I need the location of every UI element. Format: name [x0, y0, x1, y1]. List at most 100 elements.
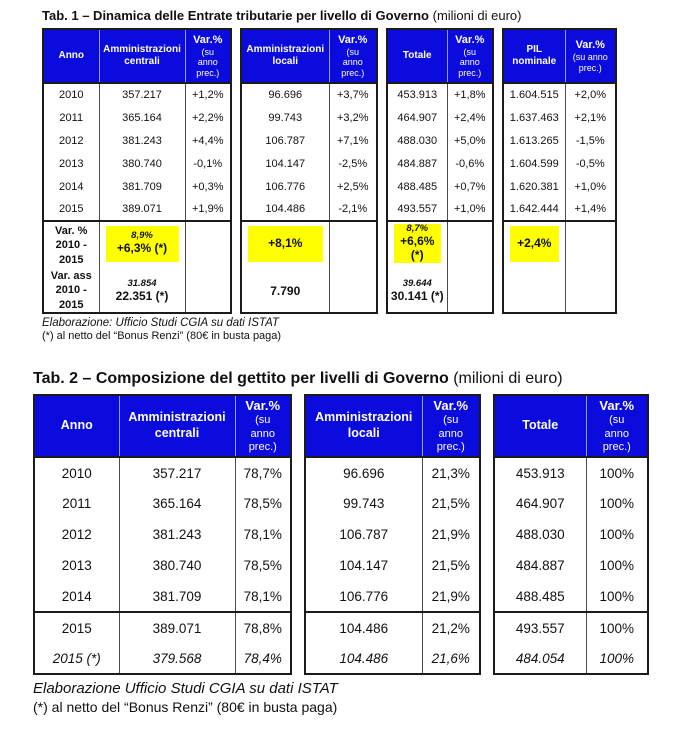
table-cell-var_p: +1,4%	[564, 198, 616, 221]
table-row: 1.637.463 +2,1%	[503, 106, 616, 129]
var-sublabel: (su anno prec.)	[602, 414, 631, 453]
table-cell-centrali: 389.071	[118, 611, 235, 643]
summary-main-value: 30.141 (*)	[390, 289, 444, 303]
highlight-block: +8,1%	[248, 225, 323, 262]
table-cell-locali: 106.787	[339, 527, 389, 542]
table-row: 2014 381.709 +0,3%	[43, 175, 231, 198]
table-row: 1.642.444 +1,4%	[503, 198, 616, 221]
table-cell-anno: 2012	[61, 527, 92, 542]
table-cell-pil: 1.604.515	[509, 89, 559, 101]
table-cell-var_t: +5,0%	[446, 129, 493, 152]
empty-cell	[328, 269, 377, 313]
table-cell-centrali: 357.217	[98, 83, 185, 106]
table-cell-centrali: 379.568	[118, 643, 235, 674]
table-cell-centrali: 365.164	[98, 106, 185, 129]
summary-main-value: +2,4%	[517, 235, 552, 250]
highlight-block: +2,4%	[510, 225, 559, 262]
table1-header-row: Amministrazioni locali Var.% (su anno pr…	[241, 29, 377, 84]
t2-header-var-centrali: Var.% (su anno prec.)	[234, 395, 291, 458]
table-row: 484.887 100%	[494, 550, 648, 581]
t1-centrali-rows: 2010 357.217 +1,2% 2011 365.164 +2,2% 2012 381.…	[43, 83, 231, 221]
table-cell-pct_c: 78,8%	[234, 611, 291, 643]
stacked-values: 31.854 22.351 (*)	[102, 278, 183, 304]
t1-header-amministrazioni-centrali: Amministrazioni centrali	[98, 29, 185, 84]
table-row: 106.776 21,9%	[305, 581, 480, 612]
table-row: 464.907 +2,4%	[387, 106, 493, 129]
empty-cell	[328, 220, 377, 269]
table-cell-var_c: -0,1%	[184, 152, 231, 175]
table-cell-totale: 488.030	[397, 134, 438, 147]
summary-ass-row: 7.790	[241, 269, 377, 313]
table-row: 453.913 100%	[494, 457, 648, 488]
table-row: 488.030 100%	[494, 519, 648, 550]
table2-group-centrali: Anno Amministrazioni centrali Var.% (su …	[33, 394, 292, 675]
table-row: 2010 357.217 +1,2%	[43, 83, 231, 106]
table1-group-pil: PIL nominale Var.% (su anno prec.) 1.604…	[502, 28, 617, 314]
t1-locali-rows: 96.696 +3,7% 99.743 +3,2% 106.787 +7,1% 104.14…	[241, 83, 377, 221]
table-cell-locali: 99.743	[268, 111, 303, 124]
summary-main-value: +6,3% (*)	[116, 241, 168, 256]
var-label: Var.%	[338, 33, 368, 46]
table-row: 104.486 -2,1%	[241, 198, 377, 221]
table-row: 488.485 100%	[494, 581, 648, 612]
var-label: Var.%	[193, 33, 223, 46]
summary-main-value: +8,1%	[268, 235, 303, 250]
t1-header-totale: Totale	[387, 29, 447, 84]
table-cell-locali: 99.743	[343, 496, 385, 511]
table-cell-locali: 96.696	[268, 89, 303, 101]
table-cell-var_t: +1,8%	[446, 83, 493, 106]
t1-totale-summary: 8,7% +6,6% (*) 39.644 30.141 (*)	[387, 220, 493, 313]
table-row: 2010 357.217 78,7%	[34, 457, 291, 488]
highlight-block: 8,7% +6,6% (*)	[394, 223, 441, 263]
t1-header-var-locali: Var.% (su anno prec.)	[328, 29, 377, 84]
table-cell-centrali: 380.740	[118, 550, 235, 581]
table-row: 106.787 +7,1%	[241, 129, 377, 152]
table1-group-centrali: Anno Amministrazioni centrali Var.% (su …	[42, 28, 232, 314]
t2-centrali-rows: 2010 357.217 78,7% 2011 365.164 78,5% 2012 381.…	[34, 457, 291, 612]
table-cell-pct_t: 100%	[585, 581, 648, 612]
table-row: 104.486 21,6%	[305, 643, 480, 674]
table-row: 96.696 21,3%	[305, 457, 480, 488]
table1-header-row: Totale Var.% (su anno prec.)	[387, 29, 493, 84]
table-row: 493.557 +1,0%	[387, 198, 493, 221]
t1-header-pil-nominale: PIL nominale	[503, 29, 565, 84]
table-row: 1.620.381 +1,0%	[503, 175, 616, 198]
summary-var-row: +8,1%	[241, 220, 377, 269]
table-cell-totale: 484.887	[515, 558, 565, 573]
summary-small-value: 31.854	[127, 277, 157, 289]
table-cell-var_p: +1,0%	[564, 175, 616, 198]
t2-header-amministrazioni-locali: Amministrazioni locali	[305, 395, 422, 458]
t2-locali-rows: 96.696 21,3% 99.743 21,5% 106.787 21,9% 104.14…	[305, 457, 480, 612]
table-row: 464.907 100%	[494, 488, 648, 519]
table-row: 2013 380.740 -0,1%	[43, 152, 231, 175]
table-cell-var_p: +2,0%	[564, 83, 616, 106]
summary-var-row: +2,4%	[503, 220, 616, 269]
table-cell-locali: 104.486	[305, 611, 422, 643]
table-row: 2012 381.243 +4,4%	[43, 129, 231, 152]
empty-cell	[503, 269, 565, 313]
summary-var-locali-cell: +8,1%	[241, 220, 329, 269]
table-cell-pil: 1.620.381	[509, 180, 559, 193]
table-cell-var_p: -1,5%	[564, 129, 616, 152]
t2-header-anno: Anno	[34, 395, 119, 458]
table2-header-row: Amministrazioni locali Var.% (su anno pr…	[305, 395, 480, 458]
table-cell-pct_c: 78,4%	[234, 643, 291, 674]
table1-header-row: Anno Amministrazioni centrali Var.% (su …	[43, 29, 231, 84]
table-cell-pil: 1.642.444	[509, 203, 559, 215]
table-cell-pct_c: 78,1%	[234, 519, 291, 550]
table-cell-var_l: -2,5%	[328, 152, 377, 175]
table-cell-var_p: +2,1%	[564, 106, 616, 129]
table-cell-locali: 104.486	[265, 203, 306, 215]
summary-var-row: 8,7% +6,6% (*)	[387, 220, 493, 269]
table2-footnote-asterisk: (*) al netto del “Bonus Renzi” (80€ in b…	[33, 699, 338, 715]
table-cell-pct_t: 100%	[585, 488, 648, 519]
table-cell-var_l: +3,2%	[328, 106, 377, 129]
t2-header-totale: Totale	[494, 395, 586, 458]
t1-header-amministrazioni-locali: Amministrazioni locali	[241, 29, 329, 84]
table1-group-locali: Amministrazioni locali Var.% (su anno pr…	[240, 28, 378, 314]
table-cell-totale: 453.913	[515, 465, 565, 481]
table-cell-centrali: 381.243	[118, 519, 235, 550]
table1-footnote-source: Elaborazione: Ufficio Studi CGIA su dati…	[42, 317, 279, 329]
table-cell-totale: 484.887	[397, 157, 438, 170]
table-cell-pct_l: 21,9%	[421, 519, 480, 550]
